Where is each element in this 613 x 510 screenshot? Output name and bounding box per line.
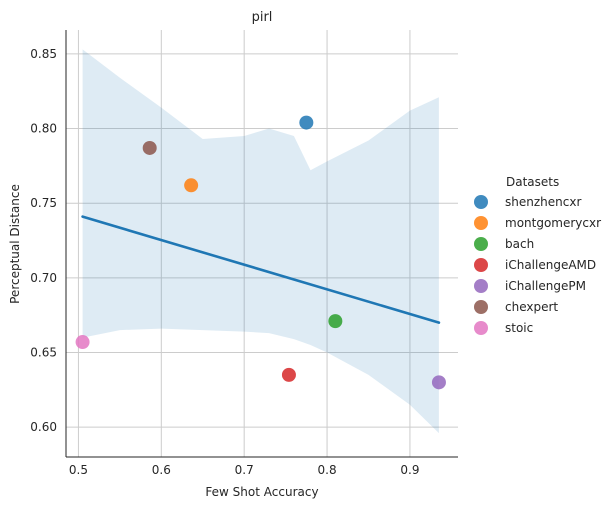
- legend-marker-stoic: [474, 321, 488, 335]
- y-tick-label: 0.60: [30, 420, 57, 434]
- y-tick-labels: 0.60 0.65 0.70 0.75 0.80 0.85: [30, 47, 57, 434]
- regression-layer: [81, 215, 441, 324]
- confidence-band-layer: [82, 49, 439, 434]
- x-tick-label: 0.5: [69, 463, 88, 477]
- legend-marker-chexpert: [474, 300, 488, 314]
- axes: [65, 30, 458, 458]
- x-tick-label: 0.8: [318, 463, 337, 477]
- legend-title: Datasets: [506, 175, 559, 189]
- legend: Datasets shenzhencxr montgomerycxr bach iCh…: [474, 175, 601, 335]
- point-iChallengeAMD: [281, 367, 296, 382]
- point-chexpert: [142, 140, 157, 155]
- x-tick-label: 0.9: [400, 463, 419, 477]
- y-tick-label: 0.70: [30, 271, 57, 285]
- point-bach: [328, 314, 343, 329]
- points-layer: [75, 115, 446, 390]
- legend-label-iChallengeAMD: iChallengeAMD: [505, 258, 596, 272]
- x-tick-label: 0.7: [235, 463, 254, 477]
- y-tick-label: 0.85: [30, 47, 57, 61]
- legend-marker-iChallengeAMD: [474, 258, 488, 272]
- grid: [66, 30, 458, 457]
- x-tick-labels: 0.5 0.6 0.7 0.8 0.9: [69, 463, 420, 477]
- legend-marker-iChallengePM: [474, 279, 488, 293]
- point-montgomerycxr: [184, 178, 199, 193]
- confidence-band: [82, 49, 439, 434]
- legend-label-iChallengePM: iChallengePM: [505, 279, 586, 293]
- y-tick-label: 0.80: [30, 122, 57, 136]
- legend-marker-shenzhencxr: [474, 195, 488, 209]
- x-axis-label: Few Shot Accuracy: [205, 485, 318, 499]
- point-iChallengePM: [431, 375, 446, 390]
- chart-title: pirl: [252, 10, 273, 25]
- y-tick-label: 0.65: [30, 345, 57, 359]
- legend-label-stoic: stoic: [505, 321, 533, 335]
- legend-marker-bach: [474, 237, 488, 251]
- regression-line: [81, 215, 441, 324]
- legend-marker-montgomerycxr: [474, 216, 488, 230]
- x-tick-label: 0.6: [152, 463, 171, 477]
- y-tick-label: 0.75: [30, 196, 57, 210]
- legend-label-chexpert: chexpert: [505, 300, 558, 314]
- legend-label-shenzhencxr: shenzhencxr: [505, 195, 581, 209]
- point-shenzhencxr: [299, 115, 314, 130]
- point-stoic: [75, 335, 90, 350]
- y-axis-label: Perceptual Distance: [8, 184, 22, 304]
- legend-label-montgomerycxr: montgomerycxr: [505, 216, 601, 230]
- legend-label-bach: bach: [505, 237, 534, 251]
